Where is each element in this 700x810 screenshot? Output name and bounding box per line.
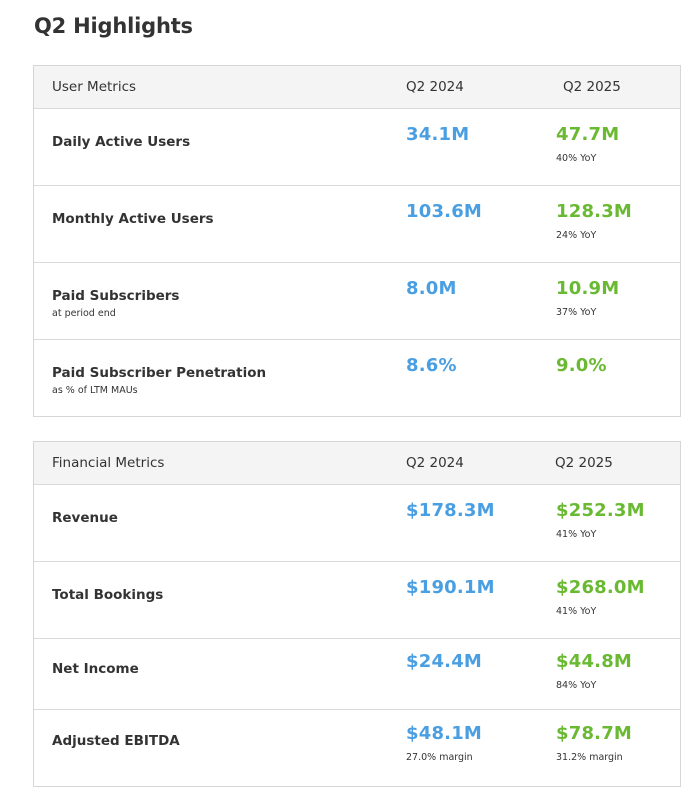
value-q2-2024: 103.6M (406, 201, 483, 222)
value-q2-2025: $78.7M (556, 723, 633, 744)
metric-label: Total Bookings (52, 587, 164, 603)
margin-note-q2-2025: 31.2% margin (556, 752, 623, 763)
value-q2-2025: $44.8M (556, 651, 633, 672)
user-metrics-table: User Metrics Q2 2024 Q2 2025 Daily Activ… (33, 65, 681, 417)
table-row: Adjusted EBITDA $48.1M $78.7M 27.0% marg… (34, 710, 680, 786)
yoy-note: 84% YoY (556, 680, 597, 691)
header-col-q2-2025: Q2 2025 (555, 455, 613, 471)
metric-label: Daily Active Users (52, 134, 191, 150)
table-row: Paid Subscribers at period end 8.0M 10.9… (34, 263, 680, 340)
margin-note-q2-2024: 27.0% margin (406, 752, 473, 763)
metric-sublabel: as % of LTM MAUs (52, 385, 138, 396)
financial-metrics-table: Financial Metrics Q2 2024 Q2 2025 Revenu… (33, 441, 681, 787)
value-q2-2024: $24.4M (406, 651, 483, 672)
metric-label: Monthly Active Users (52, 211, 214, 227)
metric-label: Adjusted EBITDA (52, 733, 180, 749)
yoy-note: 40% YoY (556, 153, 597, 164)
metric-label: Revenue (52, 510, 118, 526)
value-q2-2024: 8.0M (406, 278, 457, 299)
table-row: Revenue $178.3M $252.3M 41% YoY (34, 485, 680, 562)
header-col-q2-2025: Q2 2025 (563, 79, 621, 95)
yoy-note: 37% YoY (556, 307, 597, 318)
header-col-q2-2024: Q2 2024 (406, 79, 464, 95)
value-q2-2024: $178.3M (406, 500, 495, 521)
value-q2-2025: 9.0% (556, 355, 607, 376)
metric-label: Net Income (52, 661, 139, 677)
user-metrics-header: User Metrics Q2 2024 Q2 2025 (34, 66, 680, 109)
header-label: User Metrics (52, 79, 137, 95)
table-row: Monthly Active Users 103.6M 128.3M 24% Y… (34, 186, 680, 263)
value-q2-2024: $48.1M (406, 723, 483, 744)
value-q2-2024: $190.1M (406, 577, 495, 598)
table-row: Paid Subscriber Penetration as % of LTM … (34, 340, 680, 416)
metric-label: Paid Subscribers (52, 288, 180, 304)
value-q2-2025: $268.0M (556, 577, 645, 598)
page-title: Q2 Highlights (34, 14, 193, 38)
metric-sublabel: at period end (52, 308, 116, 319)
header-label: Financial Metrics (52, 455, 165, 471)
financial-metrics-header: Financial Metrics Q2 2024 Q2 2025 (34, 442, 680, 485)
table-row: Net Income $24.4M $44.8M 84% YoY (34, 639, 680, 710)
yoy-note: 24% YoY (556, 230, 597, 241)
value-q2-2024: 8.6% (406, 355, 457, 376)
table-row: Daily Active Users 34.1M 47.7M 40% YoY (34, 109, 680, 186)
value-q2-2025: 128.3M (556, 201, 633, 222)
value-q2-2025: 10.9M (556, 278, 620, 299)
metric-label: Paid Subscriber Penetration (52, 365, 267, 381)
yoy-note: 41% YoY (556, 529, 597, 540)
header-col-q2-2024: Q2 2024 (406, 455, 464, 471)
value-q2-2025: $252.3M (556, 500, 645, 521)
yoy-note: 41% YoY (556, 606, 597, 617)
table-row: Total Bookings $190.1M $268.0M 41% YoY (34, 562, 680, 639)
value-q2-2024: 34.1M (406, 124, 470, 145)
value-q2-2025: 47.7M (556, 124, 620, 145)
